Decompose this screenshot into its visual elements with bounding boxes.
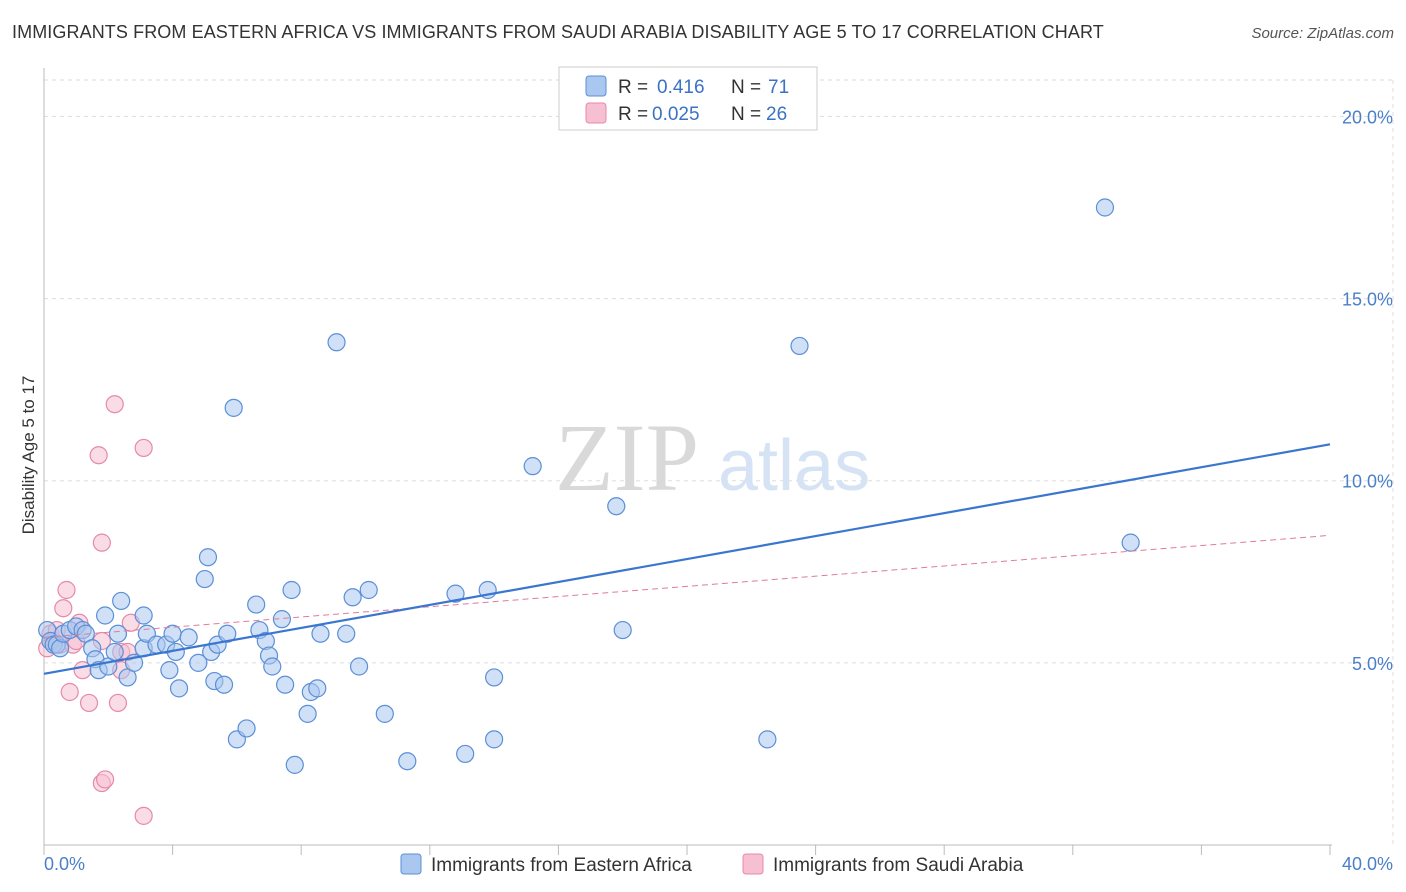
data-point-eastern-africa bbox=[1095, 198, 1115, 217]
data-point-eastern-africa bbox=[108, 624, 128, 643]
data-point-saudi-arabia bbox=[89, 446, 108, 465]
data-point-eastern-africa bbox=[179, 628, 198, 647]
data-point-saudi-arabia bbox=[105, 395, 124, 414]
y-tick-label: 10.0% bbox=[1342, 472, 1393, 492]
data-point-eastern-africa bbox=[224, 398, 243, 417]
data-point-eastern-africa bbox=[134, 606, 153, 625]
data-point-eastern-africa bbox=[237, 719, 256, 738]
data-point-eastern-africa bbox=[343, 588, 362, 607]
data-point-eastern-africa bbox=[112, 591, 131, 611]
data-point-eastern-africa bbox=[263, 657, 282, 676]
x-tick-label: 40.0% bbox=[1342, 854, 1393, 874]
data-point-eastern-africa bbox=[375, 704, 394, 723]
data-point-eastern-africa bbox=[398, 752, 417, 771]
data-point-eastern-africa bbox=[195, 569, 214, 589]
data-point-saudi-arabia bbox=[95, 770, 115, 789]
data-point-saudi-arabia bbox=[79, 693, 99, 713]
data-point-eastern-africa bbox=[298, 704, 317, 723]
data-point-eastern-africa bbox=[1121, 533, 1140, 552]
data-point-eastern-africa bbox=[758, 730, 777, 749]
bottom-legend-swatch-pink bbox=[742, 853, 764, 875]
data-point-saudi-arabia bbox=[134, 438, 153, 458]
chart-title: IMMIGRANTS FROM EASTERN AFRICA VS IMMIGR… bbox=[12, 22, 1104, 42]
y-axis-label: Disability Age 5 to 17 bbox=[19, 376, 38, 535]
data-point-eastern-africa bbox=[276, 675, 295, 694]
legend-n-value: 71 bbox=[768, 77, 789, 98]
series-eastern-africa-points bbox=[38, 198, 1140, 774]
data-point-eastern-africa bbox=[613, 620, 632, 640]
data-point-eastern-africa bbox=[790, 336, 809, 356]
data-point-eastern-africa bbox=[247, 595, 266, 614]
legend-n-value: 26 bbox=[766, 104, 787, 125]
legend-swatch-pink bbox=[585, 102, 607, 124]
trend-lines bbox=[43, 443, 1331, 675]
data-point-eastern-africa bbox=[189, 653, 208, 672]
bottom-legend-label-eastern-africa: Immigrants from Eastern Africa bbox=[431, 855, 692, 876]
data-point-eastern-africa bbox=[485, 730, 504, 749]
legend-r-label: R = bbox=[618, 104, 648, 125]
data-point-eastern-africa bbox=[359, 580, 378, 600]
legend-swatch-blue bbox=[585, 75, 607, 97]
data-point-saudi-arabia bbox=[92, 533, 111, 552]
watermark-atlas: atlas bbox=[718, 426, 870, 506]
data-point-eastern-africa bbox=[169, 679, 189, 698]
legend-r-value: 0.416 bbox=[657, 77, 705, 98]
data-point-eastern-africa bbox=[105, 642, 124, 662]
bottom-legend-swatch-blue bbox=[400, 853, 422, 875]
data-point-eastern-africa bbox=[446, 584, 465, 603]
x-tick-labels: 0.0% 40.0% bbox=[44, 854, 1393, 874]
data-point-eastern-africa bbox=[523, 457, 542, 476]
data-point-eastern-africa bbox=[311, 624, 330, 643]
source-label: Source: ZipAtlas.com bbox=[1251, 25, 1394, 42]
data-point-saudi-arabia bbox=[57, 580, 76, 600]
legend-n-label: N = bbox=[731, 104, 761, 125]
legend: R = 0.416 N = 71 R = 0.025 N = 26 bbox=[558, 66, 818, 131]
y-tick-labels: 5.0% 10.0% 15.0% 20.0% bbox=[1342, 107, 1393, 673]
data-point-saudi-arabia bbox=[54, 599, 73, 618]
data-point-eastern-africa bbox=[285, 755, 304, 774]
data-point-saudi-arabia bbox=[134, 806, 153, 825]
bottom-legend-label-saudi-arabia: Immigrants from Saudi Arabia bbox=[773, 855, 1024, 876]
data-point-eastern-africa bbox=[282, 580, 301, 600]
data-point-eastern-africa bbox=[95, 606, 115, 625]
data-point-eastern-africa bbox=[218, 624, 237, 643]
data-point-eastern-africa bbox=[485, 668, 504, 687]
data-point-eastern-africa bbox=[337, 624, 356, 643]
data-point-eastern-africa bbox=[160, 661, 179, 680]
legend-r-label: R = bbox=[618, 77, 648, 98]
y-tick-label: 5.0% bbox=[1352, 654, 1393, 674]
x-tick-label: 0.0% bbox=[44, 854, 85, 874]
data-point-eastern-africa bbox=[198, 548, 218, 567]
data-point-eastern-africa bbox=[607, 497, 626, 516]
data-point-eastern-africa bbox=[349, 657, 369, 676]
trend-line-saudi-arabia bbox=[43, 534, 1331, 638]
trend-line-eastern-africa bbox=[43, 443, 1331, 675]
data-point-saudi-arabia bbox=[108, 693, 128, 713]
axes bbox=[43, 68, 1332, 855]
legend-n-label: N = bbox=[731, 77, 761, 98]
data-point-eastern-africa bbox=[327, 333, 346, 352]
data-point-saudi-arabia bbox=[60, 682, 79, 702]
y-tick-label: 20.0% bbox=[1342, 107, 1393, 127]
legend-r-value: 0.025 bbox=[652, 104, 700, 125]
data-point-eastern-africa bbox=[456, 744, 475, 764]
watermark-zip: ZIP bbox=[555, 404, 699, 511]
data-point-eastern-africa bbox=[214, 675, 234, 694]
watermark: ZIP atlas bbox=[555, 404, 870, 511]
y-tick-label: 15.0% bbox=[1342, 290, 1393, 310]
bottom-legend: Immigrants from Eastern Africa Immigrant… bbox=[400, 853, 1024, 876]
data-point-eastern-africa bbox=[308, 679, 327, 698]
series-saudi-arabia-points bbox=[38, 395, 153, 825]
